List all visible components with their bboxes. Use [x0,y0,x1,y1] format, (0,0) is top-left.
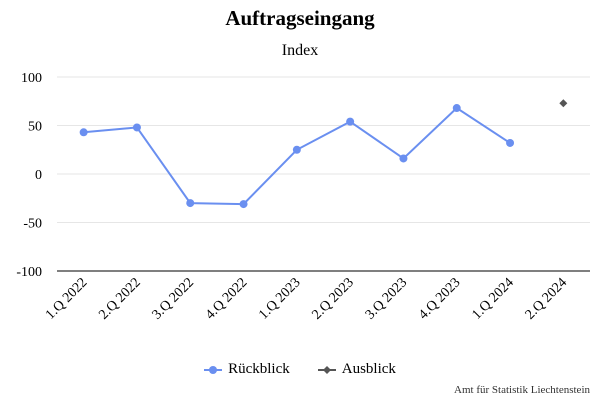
data-point[interactable] [239,200,248,209]
x-tick-label: 3.Q 2023 [363,275,410,322]
x-tick-label: 2.Q 2023 [310,275,357,322]
legend-label-ausblick: Ausblick [341,361,396,377]
chart-title: Auftragseingang [225,6,375,30]
legend-marker-rueckblick [204,364,223,376]
data-point[interactable] [559,99,568,108]
chart-credits: Amt für Statistik Liechtenstein [454,384,590,396]
x-tick-label: 1.Q 2024 [469,275,516,322]
x-tick-label: 3.Q 2022 [150,275,197,322]
data-point[interactable] [79,128,88,137]
x-tick-label: 1.Q 2022 [43,275,90,322]
legend-label-rueckblick: Rückblick [228,361,290,377]
data-point[interactable] [452,104,461,113]
y-tick-label: 0 [35,168,42,183]
x-tick-label: 2.Q 2024 [523,275,570,322]
data-point[interactable] [292,145,301,154]
data-point[interactable] [186,199,195,208]
x-tick-label: 1.Q 2023 [256,275,303,322]
x-tick-label: 2.Q 2022 [96,275,143,322]
y-tick-label: 50 [28,120,42,135]
data-point[interactable] [132,123,141,132]
y-tick-label: -100 [16,265,42,280]
legend-item-rueckblick[interactable]: Rückblick [204,361,290,378]
legend-item-ausblick[interactable]: Ausblick [317,361,396,378]
chart-subtitle: Index [281,42,319,59]
x-tick-label: 4.Q 2023 [416,275,463,322]
y-tick-label: -50 [23,217,42,232]
series-line-0 [83,106,511,206]
data-point[interactable] [346,117,355,126]
x-tick-label: 4.Q 2022 [203,275,250,322]
chart-legend: Rückblick Ausblick [0,361,600,378]
data-point[interactable] [506,138,515,147]
y-tick-label: 100 [21,71,42,86]
legend-marker-ausblick [317,364,336,376]
data-point[interactable] [399,154,408,163]
